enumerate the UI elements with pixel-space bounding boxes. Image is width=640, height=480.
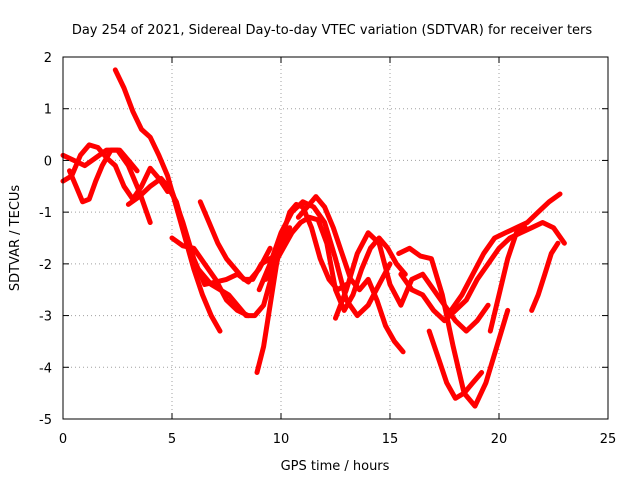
series-track-3 [67,147,140,205]
y-tick-label: -3 [39,310,52,325]
x-tick-label: 5 [168,432,176,447]
x-axis-label: GPS time / hours [281,459,390,474]
series-track-8 [197,199,282,282]
y-tick-labels: 2 1 0 -1 -2 -3 -4 -5 [39,51,52,428]
y-tick-label: -5 [39,413,52,428]
series-track-6 [165,183,293,319]
y-tick-label: -2 [39,258,52,273]
y-tick-label: 2 [44,51,52,66]
series-track-7 [169,235,251,319]
x-tick-label: 0 [59,432,67,447]
series-group [60,67,567,409]
series-track-11 [256,199,393,319]
series-track-4 [112,67,223,334]
plot-frame [62,56,609,420]
series-track-13 [333,230,491,334]
series-track-18 [487,225,528,334]
y-tick-label: -1 [39,206,52,221]
x-tick-label: 20 [491,432,508,447]
series-track-17 [448,191,563,313]
series-track-2 [60,147,153,225]
series-track-9 [254,201,349,375]
series-track-15 [398,220,567,324]
ticks [62,56,609,420]
series-track-1 [60,142,171,202]
y-tick-label: 0 [44,154,52,169]
y-axis-label: SDTVAR / TECUs [8,185,23,292]
series-track-14 [396,245,511,409]
x-tick-label: 25 [600,432,617,447]
y-tick-label: -4 [39,361,52,376]
series-track-19 [529,240,561,313]
y-tick-label: 1 [44,103,52,118]
x-tick-label: 15 [382,432,399,447]
chart-title: Day 254 of 2021, Sidereal Day-to-day VTE… [72,23,593,38]
x-tick-labels: 0 5 10 15 20 25 [59,432,616,447]
series-track-10 [263,214,408,313]
series-track-16 [426,328,485,401]
x-tick-label: 10 [273,432,290,447]
